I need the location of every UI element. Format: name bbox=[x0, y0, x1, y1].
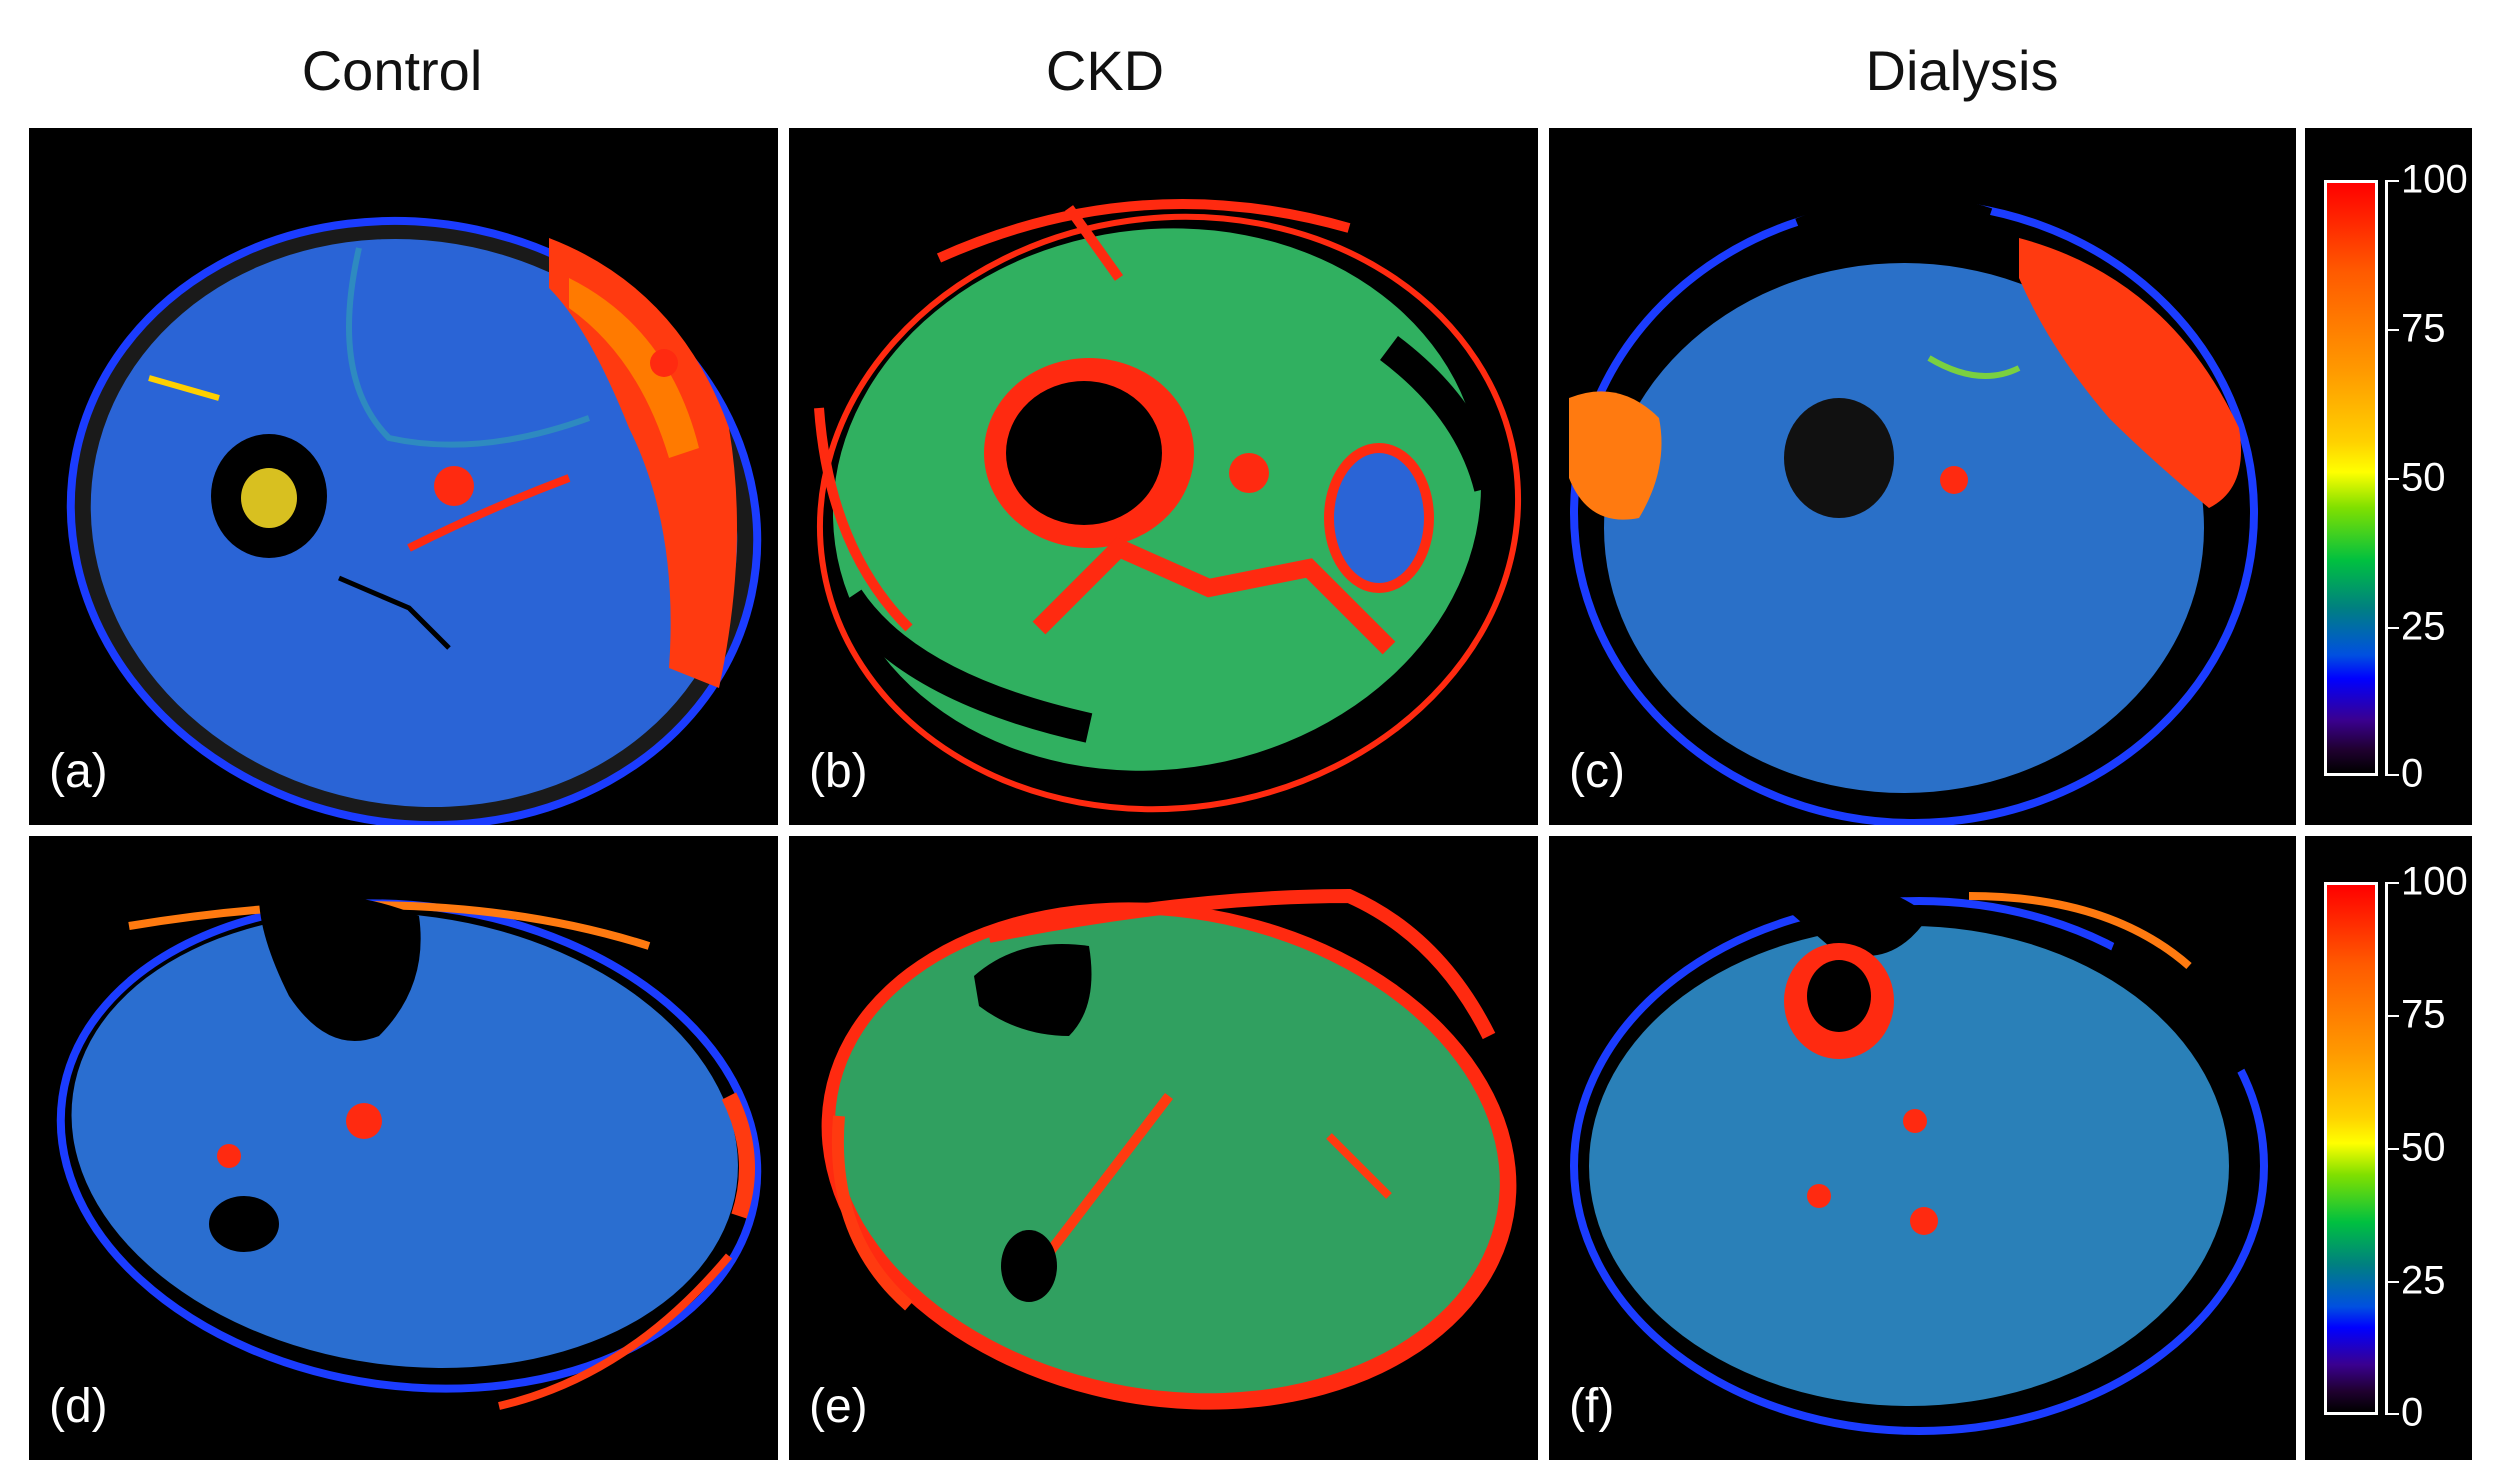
panel-b-ckd-thigh: (b) bbox=[789, 128, 1538, 825]
tick bbox=[2385, 774, 2399, 776]
tick bbox=[2385, 478, 2399, 480]
tick-label-0: 0 bbox=[2401, 1390, 2424, 1435]
panel-label: (d) bbox=[49, 1380, 108, 1433]
thigh-t2-map bbox=[66, 216, 762, 825]
tick-label-25: 25 bbox=[2401, 604, 2446, 649]
tick-label-100: 100 bbox=[2401, 157, 2468, 202]
tick bbox=[2385, 1015, 2399, 1017]
column-title-ckd: CKD bbox=[1045, 39, 1165, 102]
tick bbox=[2385, 180, 2399, 182]
calf-t2-map bbox=[56, 893, 762, 1410]
thigh-t2-map bbox=[1569, 195, 2258, 825]
column-title-dialysis: Dialysis bbox=[1865, 39, 2059, 102]
thigh-t2-map bbox=[814, 199, 1522, 813]
panel-label: (a) bbox=[49, 745, 108, 798]
tick bbox=[2385, 1281, 2399, 1283]
tick-label-100: 100 bbox=[2401, 859, 2468, 904]
tick bbox=[2385, 627, 2399, 629]
panel-c-dialysis-thigh: (c) bbox=[1549, 128, 2296, 825]
panel-a-control-thigh: (a) bbox=[29, 128, 778, 825]
colorbar-panel-top: 100 75 50 25 0 bbox=[2305, 128, 2472, 825]
tick bbox=[2385, 1148, 2399, 1150]
panel-label: (e) bbox=[809, 1380, 868, 1433]
tick-label-75: 75 bbox=[2401, 306, 2446, 351]
colorbar-panel-bottom: 100 75 50 25 0 bbox=[2305, 836, 2472, 1460]
tick-label-25: 25 bbox=[2401, 1258, 2446, 1303]
tick-label-50: 50 bbox=[2401, 455, 2446, 500]
panel-e-ckd-calf: (e) bbox=[789, 836, 1538, 1460]
tick bbox=[2385, 1413, 2399, 1415]
tick bbox=[2385, 329, 2399, 331]
panel-label: (c) bbox=[1569, 745, 1625, 798]
panel-label: (f) bbox=[1569, 1380, 1615, 1433]
panel-d-control-calf: (d) bbox=[29, 836, 778, 1460]
calf-t2-map bbox=[1570, 880, 2268, 1435]
tick bbox=[2385, 882, 2399, 884]
panel-f-dialysis-calf: (f) bbox=[1549, 836, 2296, 1460]
calf-t2-map bbox=[821, 888, 1517, 1410]
tick-label-0: 0 bbox=[2401, 751, 2424, 796]
colorbar bbox=[2324, 180, 2378, 776]
column-title-control: Control bbox=[301, 39, 483, 102]
colorbar bbox=[2324, 882, 2378, 1415]
panel-label: (b) bbox=[809, 745, 868, 798]
tick-label-75: 75 bbox=[2401, 992, 2446, 1037]
tick-label-50: 50 bbox=[2401, 1125, 2446, 1170]
